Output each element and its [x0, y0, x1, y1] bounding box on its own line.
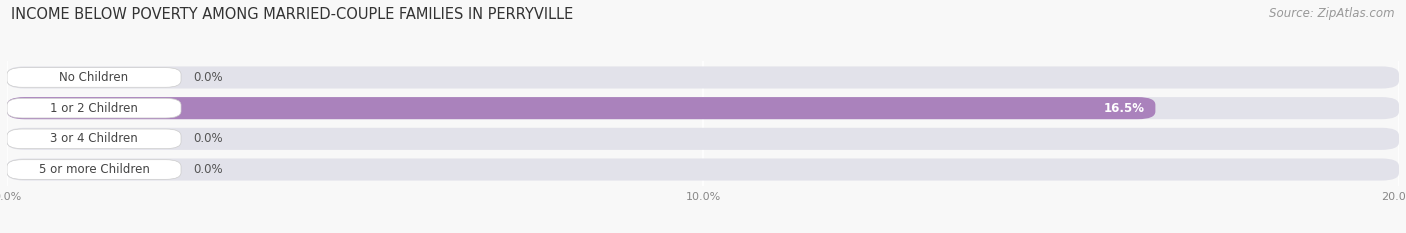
FancyBboxPatch shape	[7, 97, 1156, 119]
Text: 3 or 4 Children: 3 or 4 Children	[51, 132, 138, 145]
FancyBboxPatch shape	[7, 160, 181, 179]
FancyBboxPatch shape	[7, 98, 181, 118]
Text: 1 or 2 Children: 1 or 2 Children	[51, 102, 138, 115]
Text: 0.0%: 0.0%	[194, 163, 224, 176]
Text: 0.0%: 0.0%	[194, 132, 224, 145]
Text: INCOME BELOW POVERTY AMONG MARRIED-COUPLE FAMILIES IN PERRYVILLE: INCOME BELOW POVERTY AMONG MARRIED-COUPL…	[11, 7, 574, 22]
FancyBboxPatch shape	[7, 68, 181, 87]
Text: 5 or more Children: 5 or more Children	[38, 163, 149, 176]
Text: 16.5%: 16.5%	[1104, 102, 1144, 115]
Text: 0.0%: 0.0%	[194, 71, 224, 84]
FancyBboxPatch shape	[7, 158, 1399, 181]
Text: Source: ZipAtlas.com: Source: ZipAtlas.com	[1270, 7, 1395, 20]
FancyBboxPatch shape	[7, 66, 1399, 89]
Text: No Children: No Children	[59, 71, 128, 84]
FancyBboxPatch shape	[7, 129, 181, 149]
FancyBboxPatch shape	[7, 97, 1399, 119]
FancyBboxPatch shape	[7, 128, 1399, 150]
